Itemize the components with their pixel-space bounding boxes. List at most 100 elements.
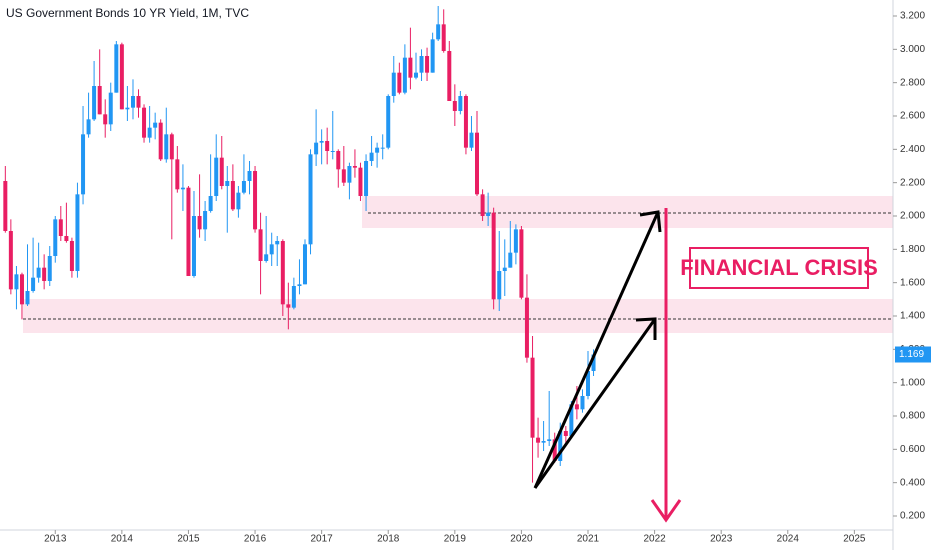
candle-body [347,166,352,183]
axes: 3.200 3.000 2.800 2.600 2.400 2.200 2.000 1.800… [44,11,931,545]
candle-body [119,44,124,110]
candle-body [125,107,130,110]
candle-body [480,194,485,216]
candle-body [175,159,180,190]
candle-body [469,132,474,148]
candle-body [197,216,202,230]
chart-title: US Government Bonds 10 YR Yield, 1M, TVC [6,6,249,20]
candle-body [291,286,296,308]
candle-body [230,181,235,210]
candle-body [147,127,152,138]
candle-body [419,56,424,73]
trend-arrow [533,318,657,489]
candle-body [558,431,563,461]
y-tick-label: 0.400 [900,477,925,488]
candle-body [186,187,191,276]
candle-body [524,297,529,358]
last-price-box [895,346,931,363]
support-zone [23,299,893,333]
candle-body [513,229,518,253]
y-tick-label: 1.000 [900,377,925,388]
drawings [23,196,893,333]
x-tick-label: 2023 [710,534,733,545]
candle-body [169,134,174,160]
y-tick-label: 3.000 [900,44,925,55]
arrow-head [650,499,682,523]
candle-body [180,187,185,190]
candle-body [208,196,213,211]
candle-body [563,431,568,436]
arrow-head [639,210,662,233]
x-tick-label: 2015 [177,534,200,545]
candle-body [352,166,357,168]
candle-body [81,134,86,195]
candle-body [314,142,319,155]
candle-body [214,157,219,196]
candle-body [436,24,441,40]
candle-body [441,24,446,51]
candle-body [536,437,541,443]
candle-body [136,96,141,108]
y-tick-label: 0.600 [900,444,925,455]
candle-body [530,357,535,438]
candle-body [53,219,58,256]
candle-body [458,96,463,111]
candle-body [336,151,341,170]
candle-body [463,96,468,148]
candle-body [408,57,413,78]
candle-body [574,404,579,410]
y-tick-label: 0.200 [900,511,925,522]
candle-body [191,216,196,276]
candle-body [264,254,269,261]
candle-body [158,122,163,160]
x-tick-label: 2016 [244,534,267,545]
candle-body [541,441,546,443]
candle-body [580,396,585,410]
annotation: FINANCIAL CRISIS [680,255,878,280]
candle-body [552,439,557,461]
candle-body [164,134,169,160]
candle-body [497,271,502,300]
candle-body [86,119,91,135]
candle-body [286,304,291,308]
candle-body [297,284,302,286]
candle-body [64,236,69,241]
candle-body [153,122,158,128]
candle-body [36,267,41,278]
y-tick-label: 2.000 [900,211,925,222]
x-tick-label: 2019 [444,534,467,545]
candle-body [330,151,335,152]
y-tick-label: 2.200 [900,177,925,188]
y-tick-label: 1.400 [900,311,925,322]
y-tick-label: 2.800 [900,77,925,88]
candle-body [452,101,457,111]
candle-body [486,212,491,216]
y-tick-label: 0.800 [900,411,925,422]
candle-body [3,181,8,231]
candle-body [241,181,246,193]
y-tick-label: 1.600 [900,277,925,288]
candle-body [519,229,524,298]
candle-body [92,86,97,120]
candle-body [280,241,285,305]
x-tick-label: 2020 [510,534,533,545]
candle-body [397,72,402,93]
candle-body [219,157,224,186]
annotation-box [689,247,869,289]
candle-body [31,277,36,291]
y-tick-label: 3.200 [900,11,925,22]
candle-body [491,212,496,300]
candle-body [508,252,513,268]
candle-body [236,192,241,210]
x-tick-label: 2018 [377,534,400,545]
candle-body [474,132,479,195]
candle-body [430,39,435,73]
x-tick-label: 2024 [777,534,800,545]
candle-body [586,371,591,396]
candle-body [19,274,24,305]
candle-body [142,107,147,138]
resistance-zone [362,196,893,228]
candle-body [58,219,63,236]
candle-body [447,51,452,101]
candle-body [325,141,330,151]
